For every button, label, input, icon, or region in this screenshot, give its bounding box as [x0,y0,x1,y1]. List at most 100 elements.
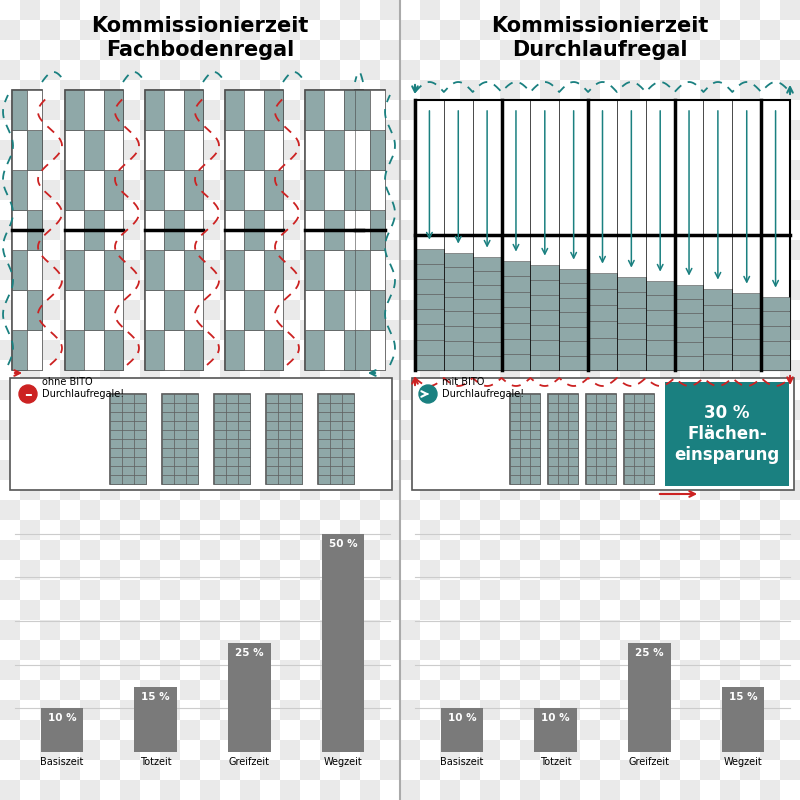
Bar [320,300,340,320]
Bar [65,290,84,330]
Bar [660,280,680,300]
Bar [100,240,120,260]
Bar [162,421,174,430]
Bar [0,580,20,600]
Bar [160,460,180,480]
Bar [440,660,460,680]
Bar [380,40,400,60]
Bar [644,430,654,439]
Bar [620,640,640,660]
Bar [500,760,520,780]
Bar [703,338,732,354]
Bar [226,421,238,430]
Bar [12,90,42,370]
Bar [20,120,40,140]
Bar [160,220,180,240]
Bar [300,0,320,20]
Bar [27,290,42,330]
Bar [238,403,250,412]
Bar [120,540,140,560]
Bar [560,380,580,400]
Bar [606,421,616,430]
Bar [720,740,740,760]
Bar [174,430,186,439]
Bar [640,60,660,80]
Bar [674,298,703,313]
Bar [60,680,80,700]
Bar [355,250,370,290]
Bar [740,440,760,460]
Bar [120,100,140,120]
Bar [530,294,559,310]
Bar [530,394,540,403]
Bar [620,560,640,580]
Bar [27,330,42,370]
Bar [588,322,617,338]
Bar [644,421,654,430]
Bar [240,380,260,400]
Bar [420,320,440,340]
Bar [760,780,780,800]
Text: Wegzeit: Wegzeit [724,757,762,767]
Bar [530,355,559,370]
Bar [122,430,134,439]
Bar [200,740,220,760]
Bar [400,0,800,800]
Bar [644,394,654,403]
Bar [300,320,320,340]
Bar [226,475,238,484]
Bar [500,480,520,500]
Bar [100,120,120,140]
Bar [660,80,680,100]
Bar [740,520,760,540]
Circle shape [19,385,37,403]
Bar [580,680,600,700]
Bar [120,220,140,240]
Bar [370,250,385,290]
Bar [560,500,580,520]
Bar [240,700,260,720]
Bar [440,780,460,800]
Bar [380,0,400,20]
Text: 25 %: 25 % [635,648,664,658]
Bar [320,780,340,800]
Bar [548,457,558,466]
Bar [480,380,500,400]
Bar [100,400,120,420]
Bar [540,200,560,220]
Bar [40,460,60,480]
Bar [420,480,440,500]
Bar [617,323,646,339]
Bar [580,80,600,100]
Bar [720,340,740,360]
Bar [700,320,720,340]
Bar [162,412,174,421]
Bar [320,620,340,640]
Bar [80,420,100,440]
Bar [120,740,140,760]
Bar [680,220,700,240]
Bar [174,421,186,430]
Bar [620,760,640,780]
Bar [84,90,104,130]
Bar [80,460,100,480]
Bar [290,466,302,475]
Bar [420,280,440,300]
Bar [260,720,280,740]
Bar [280,460,300,480]
Bar [644,475,654,484]
Bar [415,355,444,370]
Bar [380,160,400,180]
Bar [355,170,370,210]
Bar [60,360,80,380]
Bar [640,580,660,600]
Bar [104,250,123,290]
Bar [240,300,260,320]
Bar [300,560,320,580]
Bar [558,475,568,484]
Bar [0,100,20,120]
Bar [420,240,440,260]
Bar [600,300,620,320]
Bar [665,382,789,486]
Bar [300,600,320,620]
